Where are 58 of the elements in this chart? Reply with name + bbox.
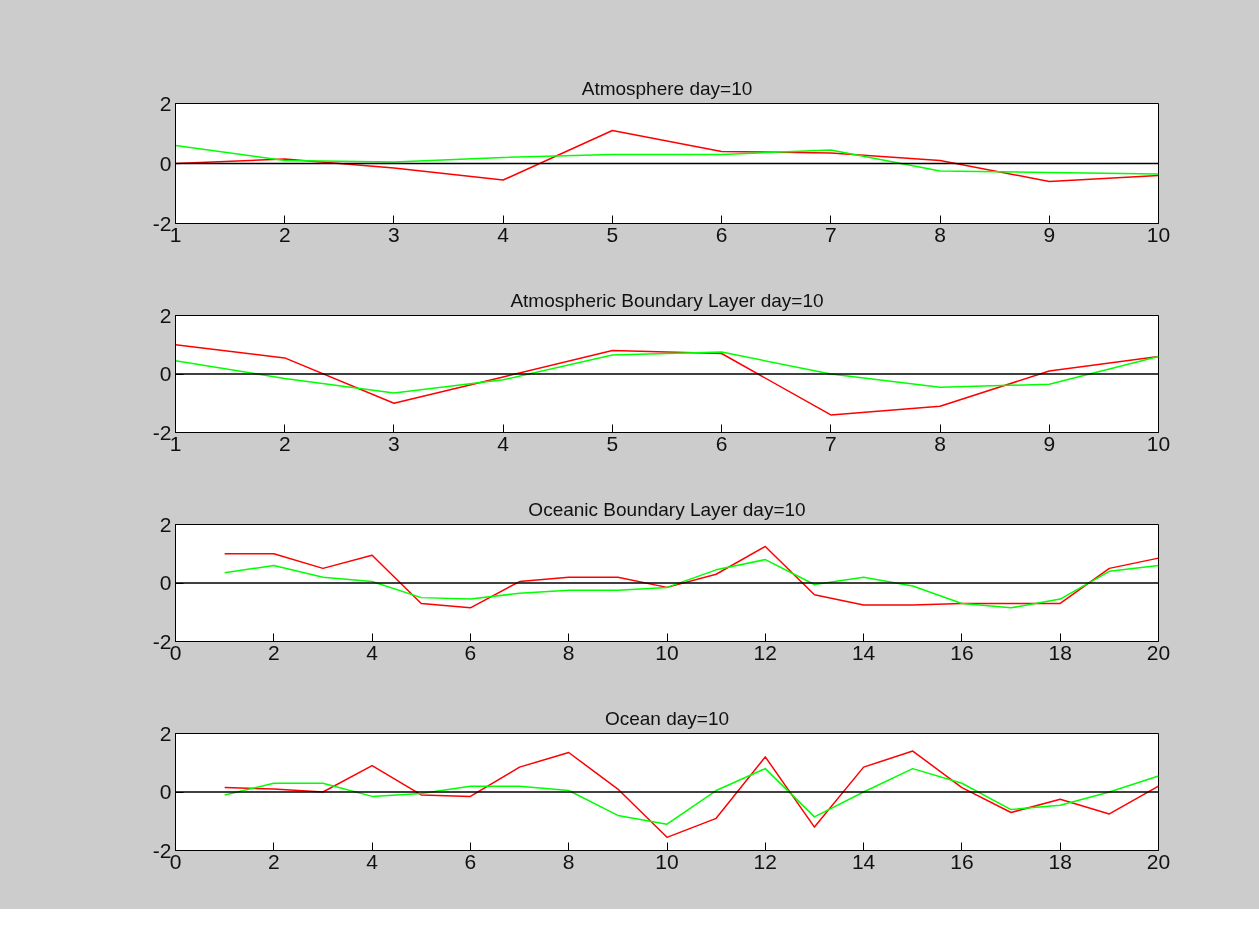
x-tick-label: 5 [606,222,619,246]
x-tick-label: 18 [1048,849,1072,873]
x-tick-label: 10 [1146,222,1171,246]
x-tick-label: 4 [497,431,510,455]
x-tick-label: 14 [851,640,876,664]
x-tick-label: 3 [388,222,400,246]
y-tick-label: 2 [159,512,172,536]
x-tick-label: 8 [934,222,946,246]
x-tick-label: 10 [655,849,679,873]
x-tick-label: 10 [655,640,679,664]
x-tick-label: 16 [950,640,974,664]
chart-title: Oceanic Boundary Layer day=10 [528,498,806,520]
y-tick-label: 2 [159,91,172,115]
line-series [175,351,1159,394]
x-tick-label: 20 [1146,849,1171,873]
x-tick-label: 4 [366,849,379,873]
y-tick-label: -2 [152,420,172,444]
x-tick-label: 6 [715,431,728,455]
x-tick-label: 4 [366,640,379,664]
x-tick-label: 14 [851,849,876,873]
x-tick-label: 10 [1146,431,1171,455]
y-tick-label: 0 [159,362,172,385]
y-tick-label: 0 [159,151,172,175]
line-series [175,144,1159,175]
x-tick-label: 6 [464,640,477,664]
x-tick-label: 9 [1043,222,1056,246]
x-tick-label: 3 [388,431,400,455]
line-series [223,767,1159,825]
x-tick-label: 2 [278,222,291,246]
line-series [223,750,1159,839]
x-tick-label: 8 [934,431,946,455]
x-tick-label: 4 [497,222,510,246]
x-tick-label: 8 [562,640,575,664]
chart-title: Atmospheric Boundary Layer day=10 [510,289,824,311]
y-tick-label: 0 [159,780,172,803]
y-tick-label: 0 [159,571,172,594]
x-tick-label: 5 [606,431,619,455]
chart-title: Ocean day=10 [604,707,730,729]
y-tick-label: 2 [159,303,172,327]
x-tick-label: 20 [1146,640,1171,664]
x-tick-label: 7 [824,431,837,455]
x-tick-label: 2 [278,431,291,455]
y-tick-label: -2 [152,211,172,235]
line-series [223,558,1159,609]
line-series [223,545,1159,609]
x-tick-label: 8 [562,849,575,873]
x-tick-label: 7 [824,222,837,246]
x-tick-label: 6 [715,222,728,246]
x-tick-label: 9 [1043,431,1056,455]
x-tick-label: 2 [267,849,280,873]
x-tick-label: 12 [753,849,777,873]
x-tick-label: 16 [950,849,974,873]
x-tick-label: 18 [1048,640,1072,664]
x-tick-label: 12 [753,640,777,664]
chart-title: Atmosphere day=10 [581,77,753,99]
x-tick-label: 6 [464,849,477,873]
y-tick-label: 2 [159,721,172,745]
x-tick-label: 2 [267,640,280,664]
